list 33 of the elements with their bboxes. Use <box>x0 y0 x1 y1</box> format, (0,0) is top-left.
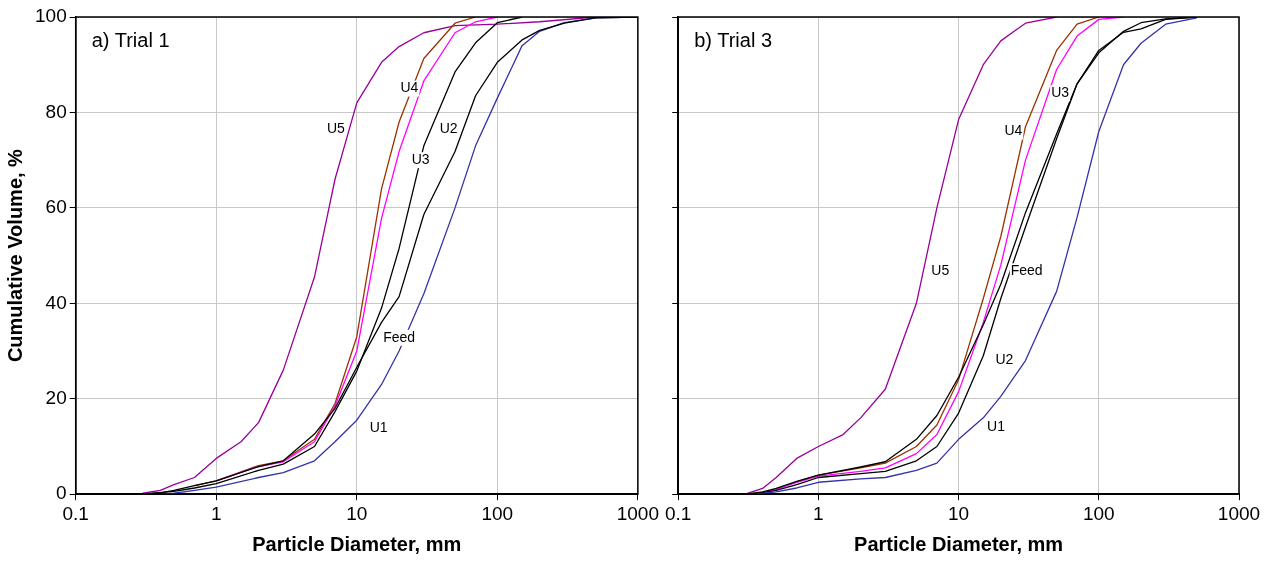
annotation: U5 <box>931 262 950 279</box>
y-tick-label: 100 <box>35 5 67 27</box>
x-tick-label: 0.1 <box>665 502 692 524</box>
annotation: U2 <box>995 351 1014 368</box>
annotation: U3 <box>411 151 430 168</box>
y-tick-label: 80 <box>45 100 67 122</box>
x-axis-title: Particle Diameter, mm <box>252 532 462 555</box>
y-tick-label: 60 <box>45 196 67 218</box>
annotation: U1 <box>987 418 1006 435</box>
y-axis-title: Cumulative Volume, % <box>3 148 26 363</box>
x-tick-label: 1 <box>210 502 222 524</box>
y-tick-label: 0 <box>56 482 67 504</box>
annotation: U4 <box>1004 122 1023 139</box>
annotation: U2 <box>439 119 458 136</box>
y-tick-label: 40 <box>45 291 67 313</box>
text: b) Trial 3 <box>694 28 773 51</box>
x-tick-label: 1000 <box>616 502 660 524</box>
x-tick-label: 1 <box>813 502 824 524</box>
y-tick-label: 20 <box>45 386 67 408</box>
x-tick-label: 0.1 <box>62 502 89 524</box>
annotation: U1 <box>369 419 388 436</box>
x-tick-label: 10 <box>948 502 970 524</box>
annotation: U3 <box>1051 84 1070 101</box>
x-tick-label: 100 <box>1082 502 1115 524</box>
annotation: Feed <box>1010 262 1043 279</box>
x-tick-label: 1000 <box>1217 502 1261 524</box>
x-axis-title: Particle Diameter, mm <box>854 532 1064 555</box>
x-tick-label: 100 <box>481 502 514 524</box>
annotation: Feed <box>383 328 416 345</box>
text: a) Trial 1 <box>91 28 170 51</box>
annotation: U5 <box>326 119 346 136</box>
x-tick-label: 10 <box>346 502 368 524</box>
annotation: U4 <box>400 79 419 96</box>
